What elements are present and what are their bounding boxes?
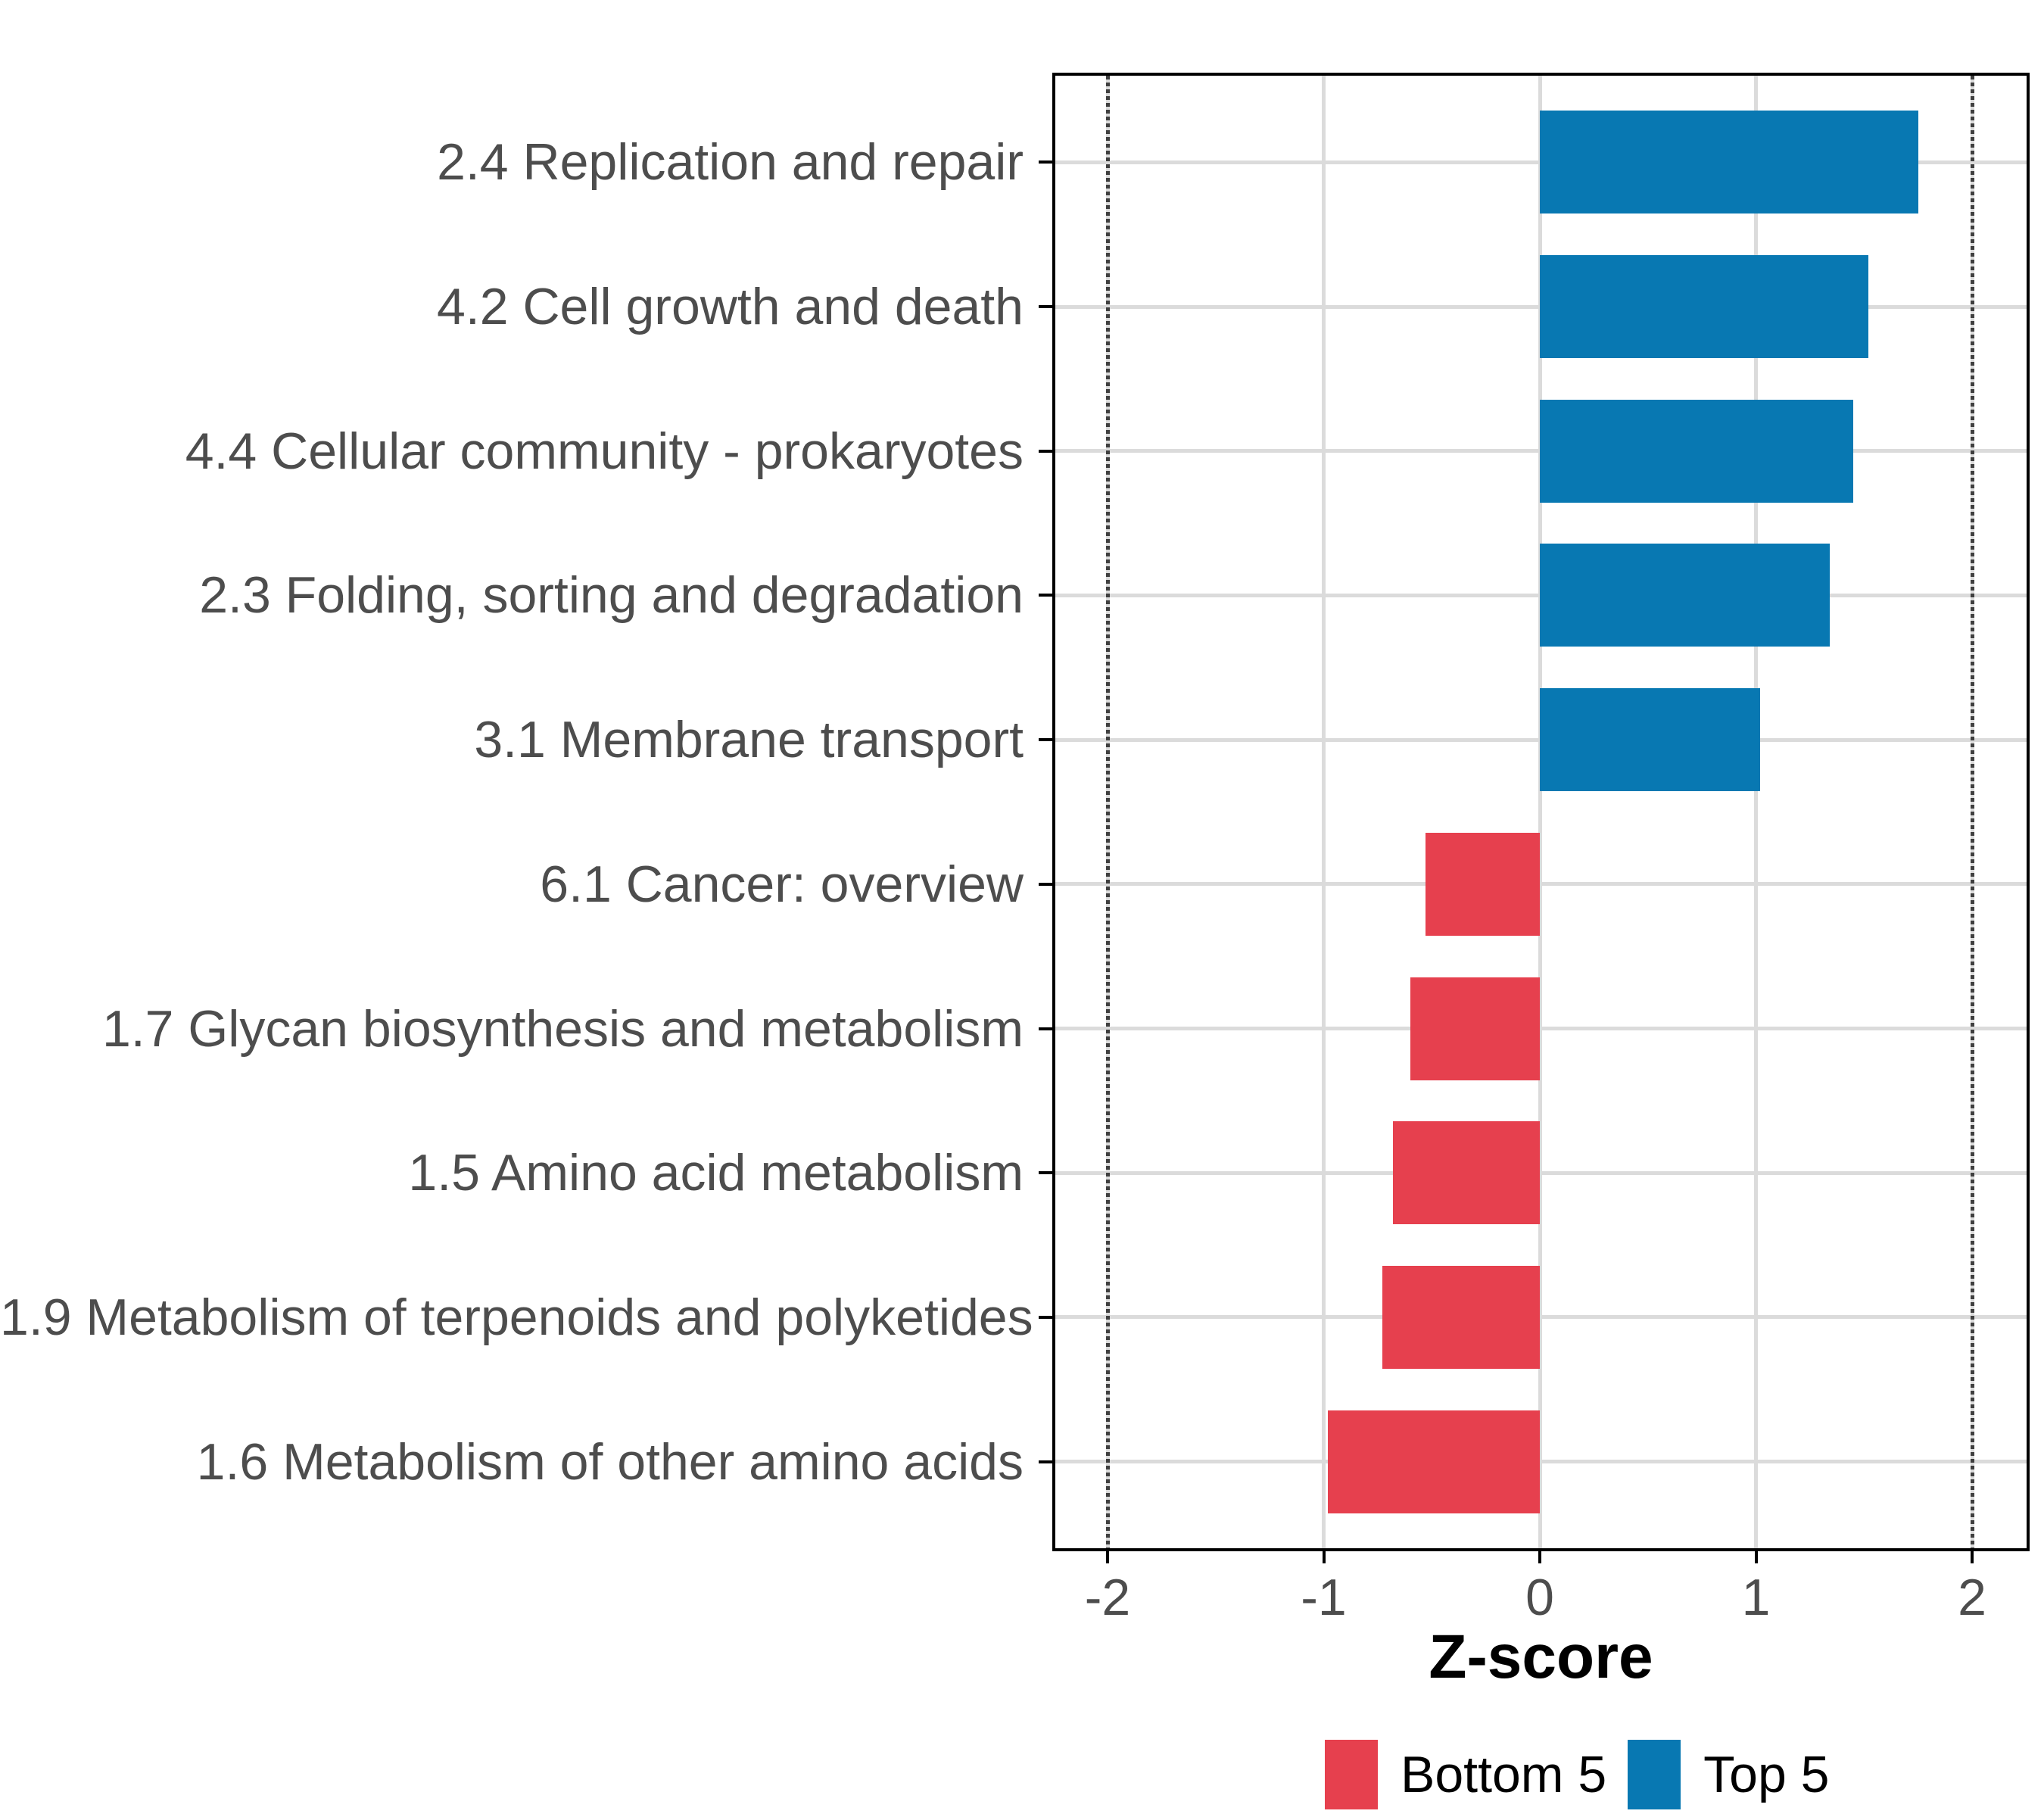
y-axis-tick <box>1039 449 1054 453</box>
vertical-gridline <box>1322 76 1326 1548</box>
x-axis-title: Z-score <box>1429 1622 1653 1691</box>
category-label-1-7-glycan-biosynthesis-and-metabolism: 1.7 Glycan biosynthesis and metabolism <box>101 999 1024 1058</box>
category-label-2-3-folding-sorting-and-degradation: 2.3 Folding, sorting and degradation <box>199 566 1024 625</box>
x-axis-tick <box>1754 1548 1758 1563</box>
x-tick-label-2: 2 <box>1958 1569 1986 1626</box>
bar-2-4-replication-and-repair <box>1540 111 1918 214</box>
vertical-gridline <box>1754 76 1758 1548</box>
legend-label-bottom-5: Bottom 5 <box>1401 1746 1607 1803</box>
y-axis-tick <box>1039 1460 1054 1463</box>
x-axis-tick <box>1322 1548 1326 1563</box>
bar-1-9-metabolism-of-terpenoids-and-polyketides <box>1382 1265 1540 1369</box>
x-tick-label-1: 1 <box>1741 1569 1771 1626</box>
bar-4-4-cellular-community-prokaryotes <box>1540 399 1853 503</box>
y-axis-tick <box>1039 1171 1054 1175</box>
reference-line-neg2 <box>1105 76 1110 1548</box>
category-label-1-5-amino-acid-metabolism: 1.5 Amino acid metabolism <box>408 1144 1024 1202</box>
y-axis-tick <box>1039 161 1054 164</box>
category-label-3-1-membrane-transport: 3.1 Membrane transport <box>474 711 1024 769</box>
category-label-4-2-cell-growth-and-death: 4.2 Cell growth and death <box>437 278 1024 336</box>
bar-4-2-cell-growth-and-death <box>1540 255 1868 359</box>
legend-swatch-top-5 <box>1628 1740 1681 1809</box>
y-axis-tick <box>1039 738 1054 742</box>
bar-2-3-folding-sorting-and-degradation <box>1540 544 1830 647</box>
y-axis-tick <box>1039 1315 1054 1319</box>
category-gridline <box>1055 882 2027 887</box>
category-gridline <box>1055 1315 2027 1320</box>
legend-swatch-bottom-5 <box>1325 1740 1378 1809</box>
y-axis-tick <box>1039 594 1054 597</box>
x-axis-tick <box>1106 1548 1109 1563</box>
legend-entry-bottom-5: Bottom 5 <box>1325 1740 1606 1809</box>
legend-entry-top-5: Top 5 <box>1628 1740 1830 1809</box>
x-tick-label-neg1: -1 <box>1301 1569 1347 1626</box>
bar-1-7-glycan-biosynthesis-and-metabolism <box>1410 977 1540 1080</box>
bar-1-6-metabolism-of-other-amino-acids <box>1328 1410 1540 1513</box>
x-tick-label-0: 0 <box>1525 1569 1554 1626</box>
category-label-6-1-cancer-overview: 6.1 Cancer: overview <box>540 855 1024 913</box>
y-axis-tick <box>1039 305 1054 309</box>
legend-label-top-5: Top 5 <box>1703 1746 1830 1803</box>
category-gridline <box>1055 1170 2027 1175</box>
bar-6-1-cancer-overview <box>1425 832 1540 936</box>
vertical-gridline <box>1538 76 1542 1548</box>
reference-line-pos2 <box>1970 76 1974 1548</box>
category-gridline <box>1055 1027 2027 1031</box>
bar-3-1-membrane-transport <box>1540 688 1761 792</box>
category-gridline <box>1055 1460 2027 1464</box>
category-label-1-6-metabolism-of-other-amino-acids: 1.6 Metabolism of other amino acids <box>196 1432 1024 1491</box>
x-axis-tick <box>1971 1548 1974 1563</box>
x-axis-tick <box>1538 1548 1541 1563</box>
category-label-2-4-replication-and-repair: 2.4 Replication and repair <box>437 133 1024 192</box>
category-label-1-9-metabolism-of-terpenoids-and-polyketides: 1.9 Metabolism of terpenoids and polyket… <box>0 1288 1033 1346</box>
legend: Bottom 5 Top 5 <box>1325 1740 1851 1809</box>
y-axis-tick <box>1039 882 1054 886</box>
x-tick-label-neg2: -2 <box>1084 1569 1131 1626</box>
bar-1-5-amino-acid-metabolism <box>1392 1121 1540 1225</box>
category-label-4-4-cellular-community-prokaryotes: 4.4 Cellular community - prokaryotes <box>185 422 1024 480</box>
y-axis-tick <box>1039 1027 1054 1030</box>
